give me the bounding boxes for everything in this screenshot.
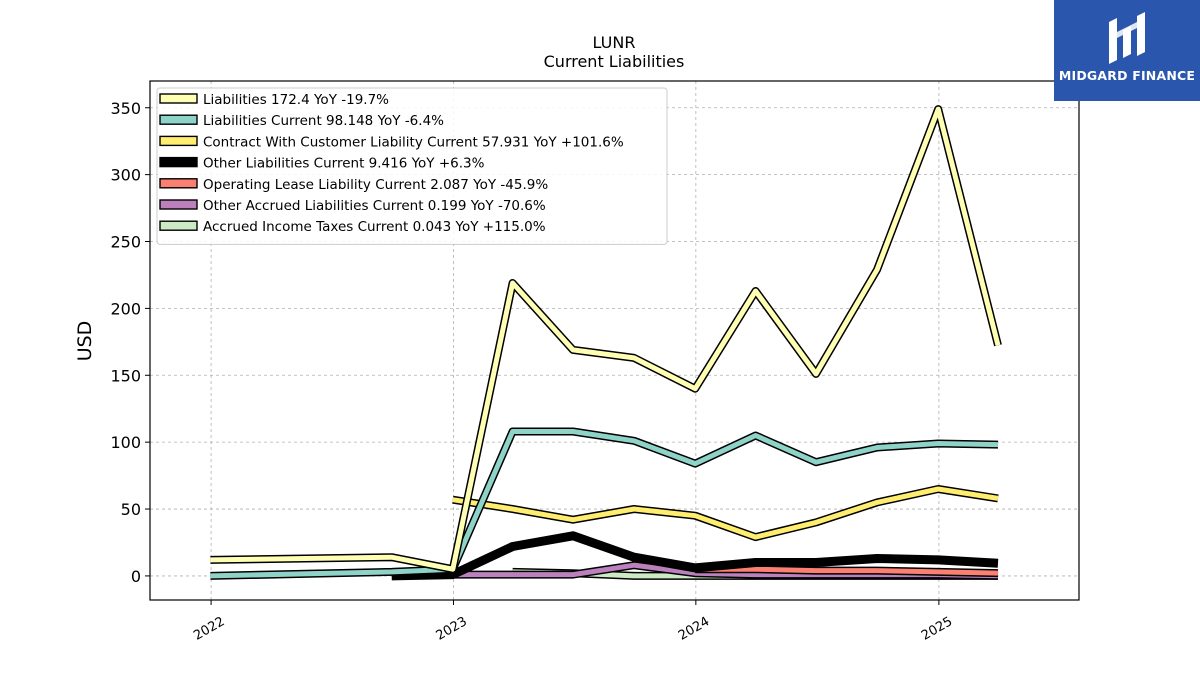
legend-item: Liabilities Current 98.148 YoY -6.4% — [159, 113, 444, 129]
x-tick-label: 2023 — [434, 614, 470, 644]
midgard-finance-logo-icon — [1109, 12, 1145, 64]
chart-title: LUNR — [593, 33, 636, 52]
series-line — [695, 566, 999, 576]
legend-item: Contract With Customer Liability Current… — [159, 134, 624, 150]
series-operating-lease-liability-current — [695, 565, 999, 578]
legend-swatch — [159, 220, 198, 231]
series-liabilities — [210, 105, 1002, 574]
logo-brand-name: MIDGARD FINANCE — [1058, 68, 1196, 83]
y-tick-label: 150 — [110, 366, 141, 385]
y-tick-label: 50 — [121, 500, 141, 519]
y-tick-label: 350 — [110, 99, 141, 118]
legend-swatch — [159, 178, 198, 189]
legend-item: Other Accrued Liabilities Current 0.199 … — [159, 198, 546, 214]
legend-swatch — [159, 199, 198, 210]
x-tick-label: 2024 — [676, 614, 712, 644]
legend-swatch — [159, 135, 198, 147]
series-line — [391, 531, 999, 581]
legend-swatch — [159, 114, 198, 125]
legend-box — [156, 87, 668, 245]
series-contract-with-customer-liability-current — [452, 485, 999, 542]
legend-label: Operating Lease Liability Current 2.087 … — [203, 177, 548, 193]
x-tick-label: 2025 — [919, 614, 955, 644]
x-tick-label: 2022 — [191, 614, 227, 644]
legend-swatch — [159, 156, 198, 168]
y-axis-label: USD — [74, 321, 96, 362]
legend-label: Contract With Customer Liability Current… — [203, 134, 624, 150]
legend-item: Other Liabilities Current 9.416 YoY +6.3… — [159, 156, 485, 172]
series-lines — [210, 105, 1002, 581]
y-tick-label: 250 — [110, 233, 141, 252]
legend-label: Liabilities 172.4 YoY -19.7% — [203, 92, 389, 108]
y-tick-label: 100 — [110, 433, 141, 452]
legend-label: Other Liabilities Current 9.416 YoY +6.3… — [203, 156, 485, 172]
legend-item: Liabilities 172.4 YoY -19.7% — [159, 92, 389, 108]
legend-item: Accrued Income Taxes Current 0.043 YoY +… — [159, 219, 546, 235]
midgard-finance-logo: MIDGARD FINANCE — [1054, 0, 1200, 101]
chart-subtitle: Current Liabilities — [544, 52, 685, 71]
series-line — [452, 486, 999, 540]
legend-label: Liabilities Current 98.148 YoY -6.4% — [203, 113, 444, 129]
series-line — [210, 106, 1001, 572]
plot-frame — [149, 80, 1080, 601]
legend-item: Operating Lease Liability Current 2.087 … — [159, 177, 548, 193]
series-other-liabilities-current — [391, 531, 999, 581]
legend-label: Other Accrued Liabilities Current 0.199 … — [203, 198, 546, 214]
y-tick-label: 300 — [110, 166, 141, 185]
legend: Liabilities 172.4 YoY -19.7% Liabilities … — [156, 87, 668, 245]
legend-swatch — [159, 93, 198, 104]
y-tick-label: 0 — [131, 567, 141, 586]
legend-label: Accrued Income Taxes Current 0.043 YoY +… — [203, 219, 546, 235]
y-tick-label: 200 — [110, 299, 141, 318]
